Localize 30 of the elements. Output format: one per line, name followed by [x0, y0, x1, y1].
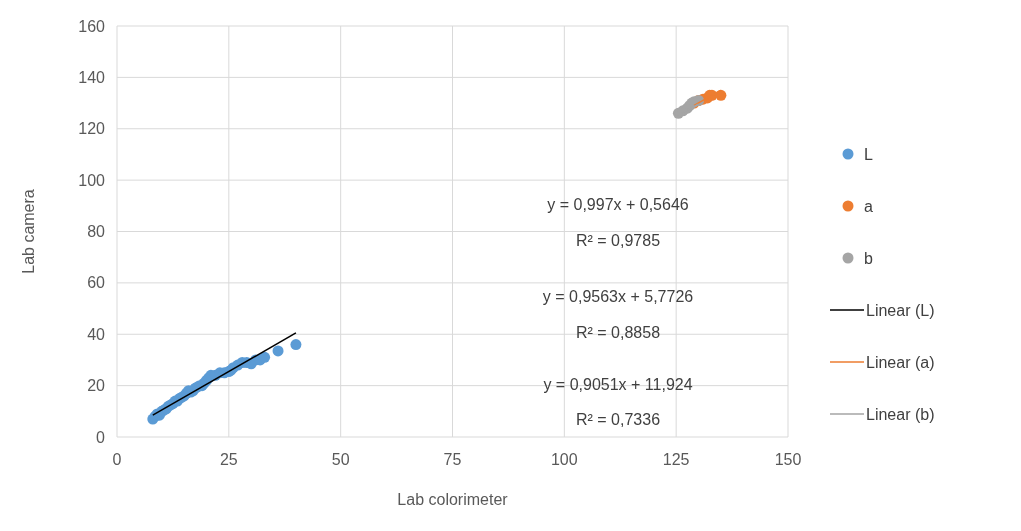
y-tick-label: 0: [96, 428, 106, 446]
y-tick-label: 20: [87, 377, 106, 395]
annotation: y = 0,9563x + 5,7726: [542, 287, 694, 305]
x-tick-label: 125: [662, 451, 690, 468]
annotation: R² = 0,7336: [575, 410, 661, 428]
annotation: y = 0,9051x + 11,924: [543, 375, 693, 393]
legend-label: Linear (b): [866, 405, 935, 423]
x-tick-label: 25: [219, 451, 238, 468]
x-tick-label: 100: [550, 451, 578, 468]
y-tick-label: 100: [78, 171, 106, 189]
legend-label: Linear (L): [866, 301, 935, 319]
legend-label: Linear (a): [866, 353, 935, 371]
x-tick-label: 0: [112, 451, 122, 468]
x-axis-title: Lab colorimeter: [397, 491, 509, 508]
y-tick-label: 40: [87, 325, 106, 343]
x-tick-label: 50: [331, 451, 350, 468]
x-tick-label: 75: [443, 451, 462, 468]
legend-label: a: [864, 197, 873, 215]
y-tick-label: 160: [78, 17, 106, 35]
legend-label: L: [864, 145, 873, 163]
y-axis-title: Lab camera: [20, 189, 37, 274]
y-tick-label: 60: [87, 274, 106, 292]
y-tick-label: 120: [78, 120, 106, 138]
y-tick-label: 140: [78, 68, 106, 86]
annotation: y = 0,997x + 0,5646: [547, 195, 689, 213]
annotation: R² = 0,8858: [575, 323, 661, 341]
legend-label: b: [864, 249, 873, 267]
x-tick-label: 150: [774, 451, 802, 468]
y-tick-label: 80: [87, 223, 106, 241]
annotation: R² = 0,9785: [575, 231, 661, 249]
